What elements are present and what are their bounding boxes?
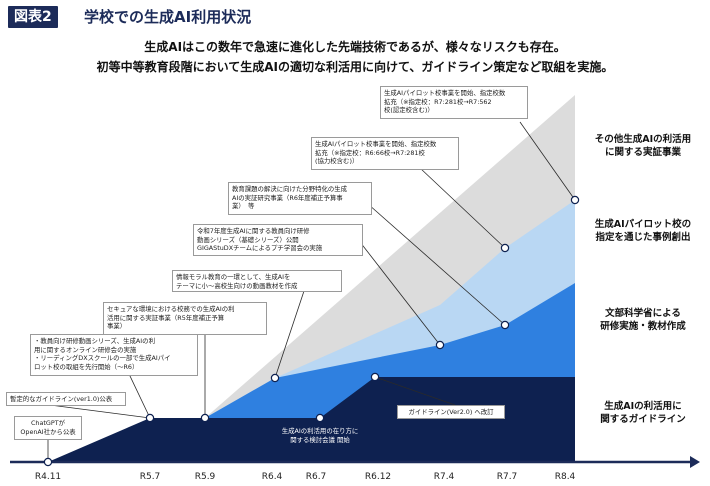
page-title: 学校での生成AI利用状況 — [84, 8, 252, 26]
lead-line-1: 生成AIはこの数年で急速に進化した先端技術であるが、様々なリスクも存在。 — [144, 40, 566, 54]
leader-field-research — [367, 203, 506, 326]
tick-label: R6.4 — [261, 472, 283, 482]
leader-pilot-r8-4 — [519, 121, 576, 201]
callout-r7-videos: 令和7年度生成AIに関する教員向け研修 動画シリーズ（基礎シリーズ）公開 GIG… — [193, 224, 363, 256]
milestone-marker — [43, 457, 53, 467]
callout-chatgpt: ChatGPTが OpenAI社から公表 — [14, 416, 82, 440]
leader-r7-videos — [359, 241, 441, 346]
tick-label: R6.12 — [364, 472, 392, 482]
tick-label: R4.11 — [34, 472, 62, 482]
milestone-marker — [500, 320, 510, 330]
milestone-marker — [500, 243, 510, 253]
timeline-arrowhead — [690, 456, 700, 468]
tick-label: R5.7 — [139, 472, 161, 482]
callout-guideline-v1: 暫定的なガイドライン(ver1.0)公表 — [6, 392, 126, 406]
callout-teacher-videos: ・教員向け研修動画シリーズ、生成AIの利 用に関するオンライン研修会の実施 ・リ… — [30, 334, 198, 376]
milestone-marker — [315, 413, 325, 423]
callout-pilot-r7-7: 生成AIパイロット校事業を開始、指定校数 拡充（※指定校：R6:66校→R7:2… — [311, 137, 459, 170]
lead-line-2: 初等中等教育段階において生成AIの適切な利活用に向けて、ガイドライン策定など取組… — [96, 60, 614, 74]
milestone-marker — [200, 413, 210, 423]
milestone-marker — [435, 340, 445, 350]
callout-secure-env: セキュアな環境における校務での生成AIの利 活用に関する実証事業（R5年度補正予… — [103, 302, 267, 335]
tick-label: R5.9 — [194, 472, 216, 482]
category-guidelines: 生成AIの利活用に 関するガイドライン — [600, 401, 686, 425]
callout-field-research: 教育課題の解決に向けた分野特化の生成 AIの実証研究事業（R6年度補正予算事 業… — [228, 182, 372, 215]
tick-label: R8.4 — [554, 472, 576, 482]
figure-badge: 図表2 — [8, 6, 58, 28]
category-training-materials: 文部科学省による 研修実施・教材作成 — [600, 308, 686, 332]
tick-label: R7.4 — [433, 472, 455, 482]
tick-label: R7.7 — [496, 472, 518, 482]
leader-pilot-r7-7 — [419, 167, 506, 249]
note-meeting: 生成AIの利活用の在り方に 関する検討会議 開始 — [281, 427, 359, 444]
milestone-marker — [270, 373, 280, 383]
callout-moral-videos: 情報モラル教育の一環として、生成AIを テーマに小～高校生向けの動画教材を作成 — [172, 270, 342, 292]
category-pilot-schools: 生成AIパイロット校の 指定を通じた事例創出 — [594, 219, 692, 243]
tick-label: R6.7 — [305, 472, 327, 482]
category-other-projects: その他生成AIの利活用 に関する実証事業 — [594, 134, 692, 158]
leader-moral-videos — [274, 287, 306, 379]
area-guidelines — [48, 377, 575, 462]
leader-guideline-v2 — [374, 376, 456, 406]
leader-guideline-v1 — [49, 404, 151, 419]
milestone-marker — [145, 413, 155, 423]
callout-guideline-v2: ガイドライン(Ver2.0) へ改訂 — [397, 405, 505, 419]
milestone-marker — [370, 372, 380, 382]
callout-pilot-r8-4: 生成AIパイロット校事業を開始、指定校数 拡充（※指定校：R7:281校→R7:… — [380, 86, 528, 119]
milestone-marker — [570, 195, 580, 205]
